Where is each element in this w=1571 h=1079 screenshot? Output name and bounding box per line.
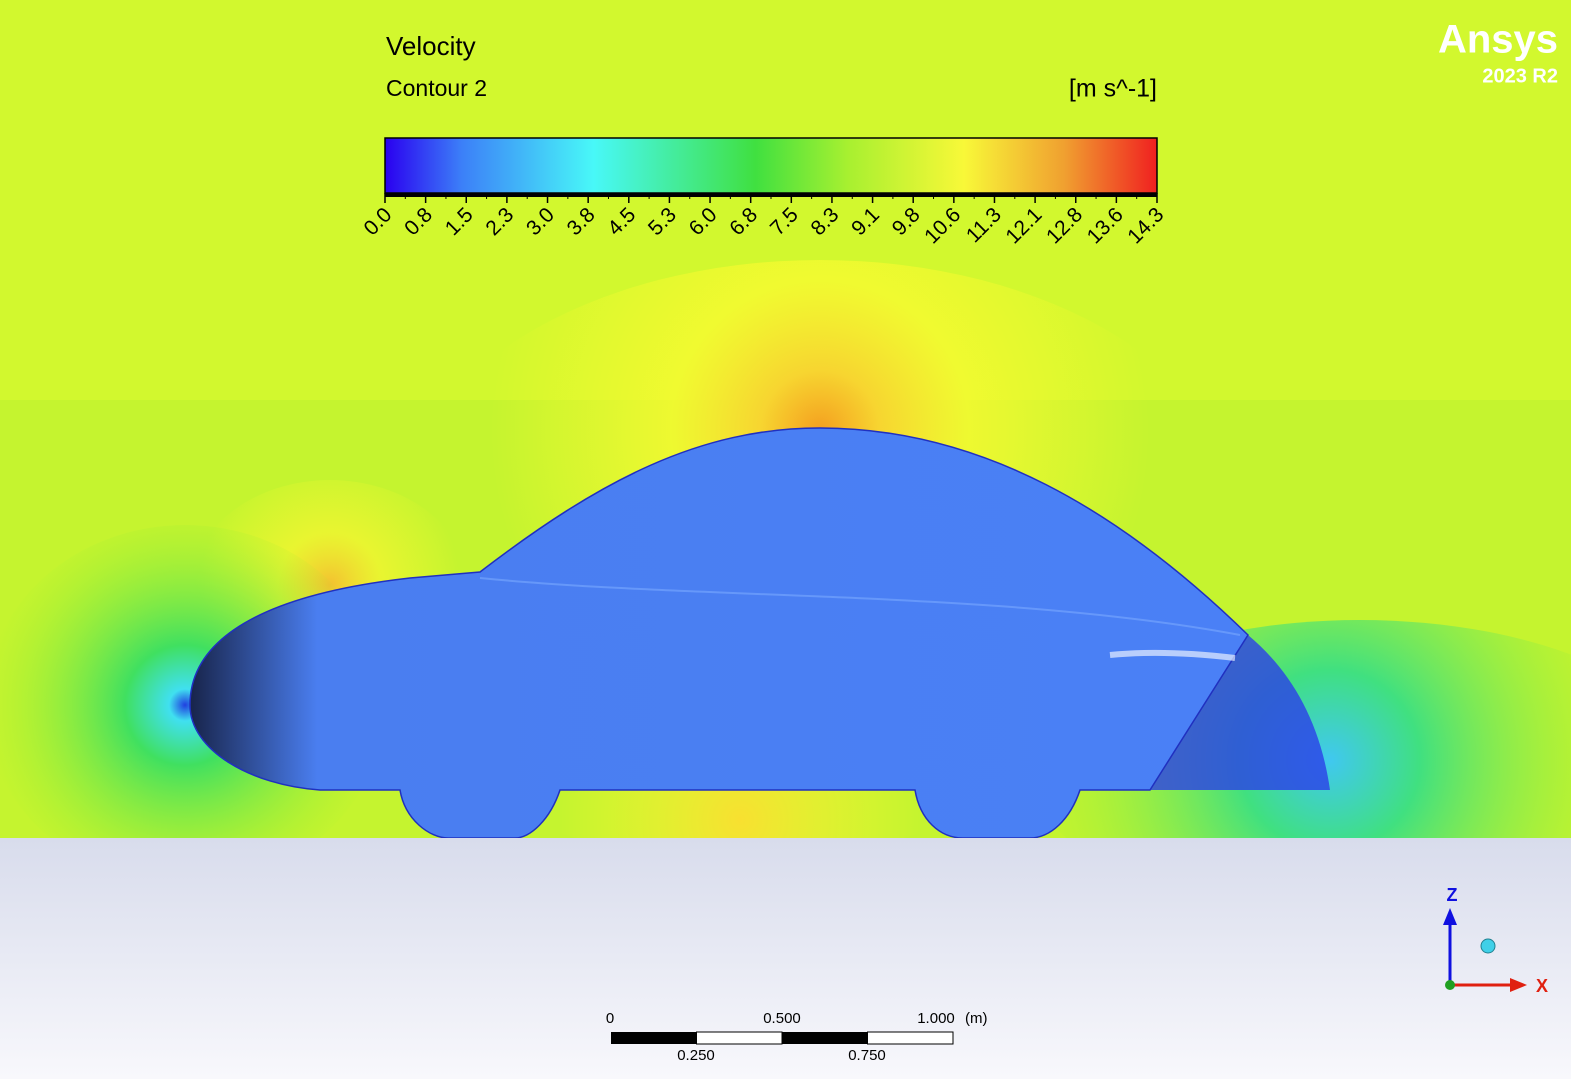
scale-label: 1.000	[917, 1010, 955, 1027]
scale-bar: 0 0.500 1.000 (m) 0.250 0.750	[606, 1010, 988, 1064]
z-label: Z	[1447, 885, 1458, 905]
logo-version: 2023 R2	[1482, 65, 1558, 87]
x-arrow	[1510, 978, 1527, 992]
scale-unit: (m)	[965, 1010, 988, 1027]
x-label: X	[1536, 976, 1548, 996]
scale-segment	[782, 1032, 868, 1044]
scale-segment	[696, 1031, 783, 1045]
scale-label: 0	[606, 1010, 614, 1027]
wake-core	[1150, 635, 1330, 790]
scale-label: 0.750	[848, 1047, 886, 1064]
flow-underbody	[540, 775, 940, 855]
car-reflection	[1109, 649, 1236, 661]
car-body	[189, 427, 1249, 839]
logo: Ansys	[1438, 18, 1558, 62]
y-axis	[1445, 980, 1455, 990]
scale-segment	[867, 1031, 954, 1045]
scale-label: 0.250	[677, 1047, 715, 1064]
car-crease	[479, 577, 1241, 636]
legend-unit: [m s^-1]	[1069, 75, 1157, 103]
color-bar	[384, 137, 1158, 194]
legend-subtitle: Contour 2	[386, 75, 487, 101]
scale-segment	[611, 1032, 697, 1044]
z-arrow	[1443, 908, 1457, 925]
scale-label: 0.500	[763, 1010, 801, 1027]
axis-triad: Z X	[1443, 885, 1548, 996]
view-sphere	[1480, 938, 1496, 954]
legend-title: Velocity	[386, 31, 476, 61]
